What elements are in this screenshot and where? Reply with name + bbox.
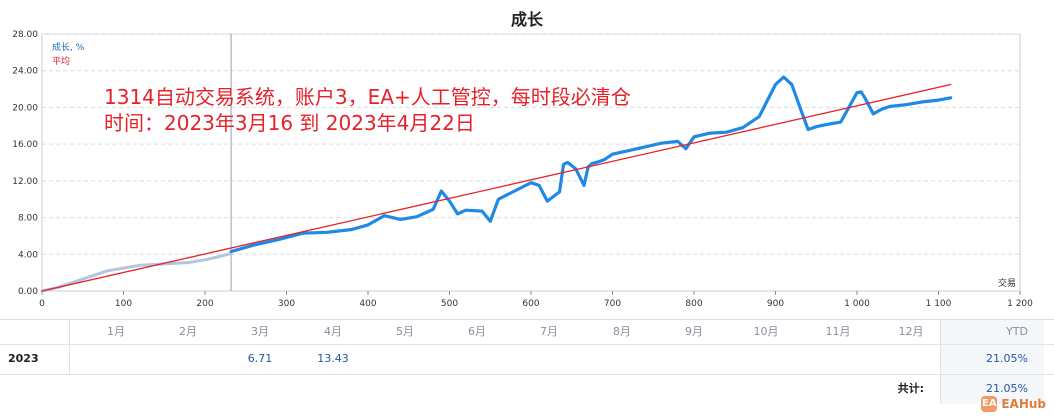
growth-series-line <box>229 75 953 254</box>
table-year-divider <box>69 320 70 374</box>
x-tick-label: 1 200 <box>1007 299 1033 309</box>
x-tick-label: 500 <box>441 299 458 309</box>
chart-title: 成长 <box>510 10 543 29</box>
legend-growth: 成长, % <box>52 43 85 53</box>
table-ytd-divider <box>940 320 941 404</box>
month-header: 2月 <box>179 325 197 338</box>
monthly-summary-table: 1月 2月 3月 4月 5月 6月 7月 8月 9月 10月 11月 12月 Y… <box>0 319 1054 404</box>
annotation-line-2: 时间：2023年3月16 到 2023年4月22日 <box>104 111 475 135</box>
y-tick-label: 8.00 <box>18 214 38 224</box>
x-tick-label: 1 000 <box>844 299 870 309</box>
month-value <box>373 347 437 371</box>
month-value <box>156 347 220 371</box>
y-tick-label: 28.00 <box>12 30 38 40</box>
month-header: 7月 <box>540 325 558 338</box>
month-value <box>84 347 148 371</box>
y-tick-label: 16.00 <box>12 140 38 150</box>
x-tick-label: 400 <box>359 299 376 309</box>
history-series-line <box>40 251 233 293</box>
month-value <box>662 347 726 371</box>
eahub-logo-icon: EA <box>981 396 998 412</box>
month-header: 11月 <box>825 325 851 338</box>
annotation-text: 1314自动交易系统，账户3，EA+人工管控，每时段必清仓 时间：2023年3月… <box>104 84 631 136</box>
x-tick-label: 300 <box>278 299 295 309</box>
month-header: 6月 <box>468 325 486 338</box>
x-tick-label: 800 <box>685 299 702 309</box>
legend-average: 平均 <box>52 57 71 67</box>
x-tick-label: 1 100 <box>926 299 952 309</box>
x-tick-label: 0 <box>39 299 45 309</box>
x-tick-label: 900 <box>767 299 784 309</box>
month-header: 5月 <box>396 325 414 338</box>
month-header: 8月 <box>613 325 631 338</box>
month-value: 13.43 <box>317 352 349 365</box>
month-value <box>879 347 943 371</box>
x-axis-label: 交易 <box>998 277 1016 289</box>
month-header: 1月 <box>107 325 125 338</box>
month-value <box>445 347 509 371</box>
plot-area <box>41 33 1021 292</box>
table-header-divider <box>0 344 1054 345</box>
ytd-header: YTD <box>1006 325 1028 338</box>
ytd-value: 21.05% <box>986 352 1028 365</box>
month-value <box>517 347 581 371</box>
y-tick-label: 24.00 <box>12 67 38 77</box>
ytd-column-background <box>940 320 1044 404</box>
y-tick-label: 4.00 <box>18 250 38 260</box>
x-tick-label: 600 <box>522 299 539 309</box>
watermark: EA EAHub <box>981 396 1046 412</box>
y-tick-label: 12.00 <box>12 177 38 187</box>
month-value <box>806 347 870 371</box>
x-tick-label: 100 <box>115 299 132 309</box>
month-value <box>590 347 654 371</box>
month-header: 9月 <box>685 325 703 338</box>
x-tick-label: 700 <box>604 299 621 309</box>
y-tick-label: 20.00 <box>12 103 38 113</box>
watermark-text: EAHub <box>1001 397 1046 411</box>
year-label: 2023 <box>8 352 39 365</box>
month-header: 12月 <box>898 325 924 338</box>
total-label: 共计: <box>897 382 924 395</box>
month-header: 4月 <box>324 325 342 338</box>
table-row-divider <box>0 374 1054 375</box>
month-value <box>734 347 798 371</box>
annotation-line-1: 1314自动交易系统，账户3，EA+人工管控，每时段必清仓 <box>104 85 631 109</box>
average-series-line <box>41 83 952 292</box>
month-header: 10月 <box>753 325 779 338</box>
month-header: 3月 <box>251 325 269 338</box>
y-tick-label: 0.00 <box>18 287 38 297</box>
total-value: 21.05% <box>986 382 1028 395</box>
x-tick-label: 200 <box>196 299 213 309</box>
month-value: 6.71 <box>247 352 273 365</box>
